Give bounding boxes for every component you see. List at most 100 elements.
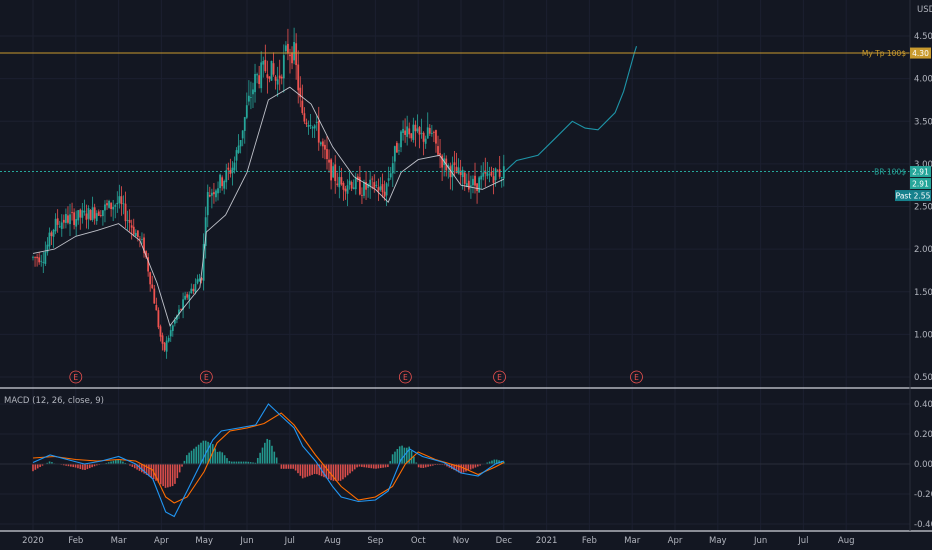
candle-body xyxy=(264,59,267,72)
candle-body xyxy=(58,226,61,228)
candle-body xyxy=(379,186,382,190)
macd-histogram-bar xyxy=(453,464,455,471)
macd-histogram-bar xyxy=(88,464,91,469)
macd-histogram-bar xyxy=(424,464,427,468)
macd-histogram-bar xyxy=(70,464,72,467)
macd-histogram-bar xyxy=(372,464,375,469)
macd-line xyxy=(32,403,504,518)
candle-body xyxy=(395,142,398,153)
candle-body xyxy=(155,305,158,311)
macd-pane[interactable] xyxy=(0,403,910,518)
candle-body xyxy=(194,283,197,293)
macd-histogram-bar xyxy=(72,464,75,468)
macd-histogram-bar xyxy=(500,460,503,464)
candle-body xyxy=(122,203,125,205)
candle-body xyxy=(367,184,370,188)
candle-body xyxy=(488,174,491,176)
macd-histogram-bar xyxy=(233,461,235,464)
macd-histogram-bar xyxy=(342,464,344,480)
candle-body xyxy=(188,294,191,300)
candle-body xyxy=(235,150,238,161)
candle-body xyxy=(126,219,129,221)
candle-body xyxy=(97,211,100,216)
macd-histogram-bar xyxy=(155,464,157,481)
candle-body xyxy=(303,113,306,122)
candle-body xyxy=(309,125,312,127)
candle-body xyxy=(346,185,349,194)
candle-body xyxy=(192,288,195,292)
macd-histogram-bar xyxy=(304,464,306,478)
macd-histogram-bar xyxy=(117,459,119,464)
candle-body xyxy=(134,232,137,237)
macd-histogram-bar xyxy=(159,464,162,485)
moving-average-line xyxy=(32,86,504,327)
macd-histogram-bar xyxy=(311,464,313,475)
macd-histogram-bar xyxy=(446,464,448,467)
earnings-event-label: E xyxy=(204,373,209,382)
candle-body xyxy=(239,140,242,147)
macd-histogram-bar xyxy=(62,464,65,466)
candle-body xyxy=(173,320,176,324)
macd-histogram-bar xyxy=(351,464,354,472)
macd-histogram-bar xyxy=(115,460,117,464)
macd-indicator-label[interactable]: MACD (12, 26, close, 9) xyxy=(4,396,104,406)
candle-body xyxy=(338,176,341,188)
candle-body xyxy=(387,178,390,181)
candle-body xyxy=(104,204,106,211)
macd-histogram-bar xyxy=(96,464,98,466)
level-value-text: 2.91 xyxy=(912,168,929,177)
candle-body xyxy=(260,62,263,89)
candle-body xyxy=(75,219,78,227)
macd-histogram-bar xyxy=(363,464,366,468)
macd-histogram-bar xyxy=(266,438,269,464)
candle-body xyxy=(326,149,328,160)
time-tick-label: 2020 xyxy=(22,536,44,546)
candle-body xyxy=(159,326,162,337)
macd-histogram-bar xyxy=(450,464,453,469)
time-tick-label: Aug xyxy=(324,536,341,546)
candle-body xyxy=(432,131,435,133)
candle-body xyxy=(223,180,226,189)
macd-histogram-bar xyxy=(254,462,257,464)
time-tick-label: Mar xyxy=(111,536,128,546)
candle-body xyxy=(441,155,444,168)
candle-body xyxy=(262,60,265,65)
earnings-event-label: E xyxy=(403,373,408,382)
candle-body xyxy=(410,133,413,139)
candle-body xyxy=(202,244,205,281)
candle-body xyxy=(145,251,147,258)
candle-body xyxy=(284,45,287,52)
macd-histogram-bar xyxy=(271,445,273,464)
candle-body xyxy=(124,203,127,222)
candle-body xyxy=(336,183,339,185)
candle-body xyxy=(451,164,454,178)
candle-body xyxy=(482,172,485,177)
earnings-event-icon xyxy=(199,370,213,384)
candle-body xyxy=(430,132,433,134)
candle-body xyxy=(52,229,55,237)
candle-body xyxy=(83,210,86,213)
macd-histogram-bar xyxy=(162,464,164,487)
macd-histogram-bar xyxy=(216,451,219,464)
level-value-badge xyxy=(910,47,931,59)
candle-body xyxy=(64,214,67,223)
candle-body xyxy=(161,335,164,344)
macd-histogram-bar xyxy=(297,464,299,474)
macd-histogram-bar xyxy=(299,464,302,476)
macd-histogram-bar xyxy=(344,464,347,478)
candle-body xyxy=(305,122,308,125)
macd-histogram-bar xyxy=(337,464,339,481)
candle-body xyxy=(301,100,304,113)
candle-body xyxy=(93,207,96,219)
level-line-label: My Tp 100$ xyxy=(862,49,906,58)
macd-histogram-bar xyxy=(235,461,238,464)
macd-histogram-bar xyxy=(432,464,434,466)
macd-histogram-bar xyxy=(294,464,297,471)
candle-body xyxy=(114,205,117,207)
candle-body xyxy=(250,97,252,98)
candle-body xyxy=(363,182,365,196)
macd-histogram-bar xyxy=(178,464,181,473)
candle-body xyxy=(474,175,476,186)
